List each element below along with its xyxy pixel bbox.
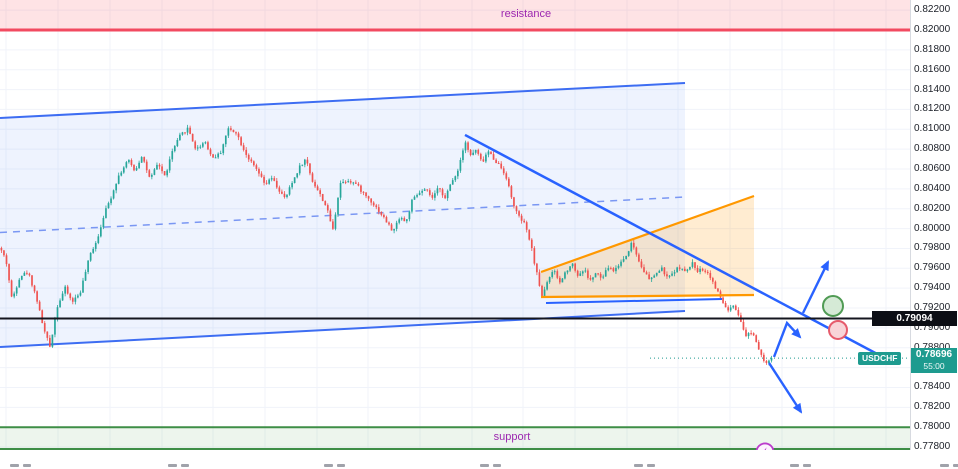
price-tick-label: 0.81400 <box>914 83 951 95</box>
wedge-lower-line[interactable] <box>540 293 755 299</box>
support-zone-label[interactable]: support <box>493 431 531 443</box>
price-tick-label: 0.78000 <box>914 421 951 433</box>
price-tick-label: 0.78800 <box>914 342 950 353</box>
bar-countdown: 55:00 <box>923 361 945 371</box>
time-tick-label-clipped <box>803 464 811 467</box>
price-tick-label: 0.77800 <box>914 441 951 453</box>
price-tick-label: 0.80200 <box>914 202 951 214</box>
time-tick-label-clipped <box>337 464 345 467</box>
price-tick-label: 0.79400 <box>914 282 951 294</box>
price-tick-label: 0.80400 <box>914 182 951 194</box>
arrow-down-continuation-head <box>792 402 803 414</box>
arrow-up-breakout[interactable] <box>801 261 830 314</box>
price-tick-label: 0.79000 <box>914 321 951 333</box>
time-tick-label-clipped <box>23 464 31 467</box>
time-tick-label-clipped <box>480 464 489 467</box>
mini-support-line[interactable] <box>545 297 723 304</box>
red-circle-marker[interactable] <box>828 319 848 340</box>
price-tick-label: 0.81600 <box>914 63 951 75</box>
time-tick-label-clipped <box>493 464 501 467</box>
price-tick-label: 0.78400 <box>914 381 951 393</box>
support-zone[interactable] <box>0 427 910 449</box>
price-tick-label: 0.80800 <box>914 143 951 155</box>
wedge-upper-line[interactable] <box>540 194 755 274</box>
symbol-tag: USDCHF <box>858 352 902 365</box>
time-tick-label-clipped <box>790 464 799 467</box>
last-price-label: 0.78696 55:00 <box>911 348 957 373</box>
price-tick-label: 0.81200 <box>914 103 951 115</box>
time-tick-label-clipped <box>324 464 333 467</box>
resistance-zone[interactable] <box>0 0 910 30</box>
price-axis[interactable]: 0.82200 0.82000 0.81800 0.81600 0.81400 0.812… <box>911 0 958 469</box>
time-tick-label-clipped <box>168 464 177 467</box>
price-tick-label: 0.82000 <box>914 23 951 35</box>
time-tick-label-clipped <box>647 464 655 467</box>
price-tick-label: 0.80600 <box>914 163 951 174</box>
time-tick-label-clipped <box>953 464 958 467</box>
marked-price-label: 0.79094 <box>872 311 957 326</box>
time-tick-label-clipped <box>181 464 189 467</box>
resistance-zone-label[interactable]: resistance <box>500 8 552 20</box>
time-tick-label-clipped <box>10 464 19 467</box>
arrow-down-continuation[interactable] <box>767 362 803 413</box>
time-axis[interactable] <box>0 450 958 469</box>
last-price-value: 0.78696 <box>915 349 953 360</box>
channel-midline-dashed[interactable] <box>0 196 686 234</box>
price-tick-label: 0.79800 <box>914 242 951 254</box>
channel-top-line[interactable] <box>0 82 686 119</box>
price-tick-label: 0.79200 <box>914 302 951 314</box>
time-tick-label-clipped <box>940 464 949 467</box>
arrow-retest-then-down-head <box>791 328 802 339</box>
channel-bottom-line[interactable] <box>0 310 686 349</box>
price-tick-label: 0.82200 <box>914 4 951 16</box>
price-tick-label: 0.81800 <box>914 43 951 55</box>
price-axis-border <box>910 0 911 469</box>
arrow-up-breakout-head <box>820 260 829 272</box>
price-tick-label: 0.80000 <box>914 222 951 234</box>
green-circle-marker[interactable] <box>822 294 844 317</box>
price-tick-label: 0.78200 <box>914 401 951 413</box>
price-tick-label: 0.81000 <box>914 123 951 135</box>
time-tick-label-clipped <box>634 464 643 467</box>
price-tick-label: 0.79600 <box>914 262 951 274</box>
